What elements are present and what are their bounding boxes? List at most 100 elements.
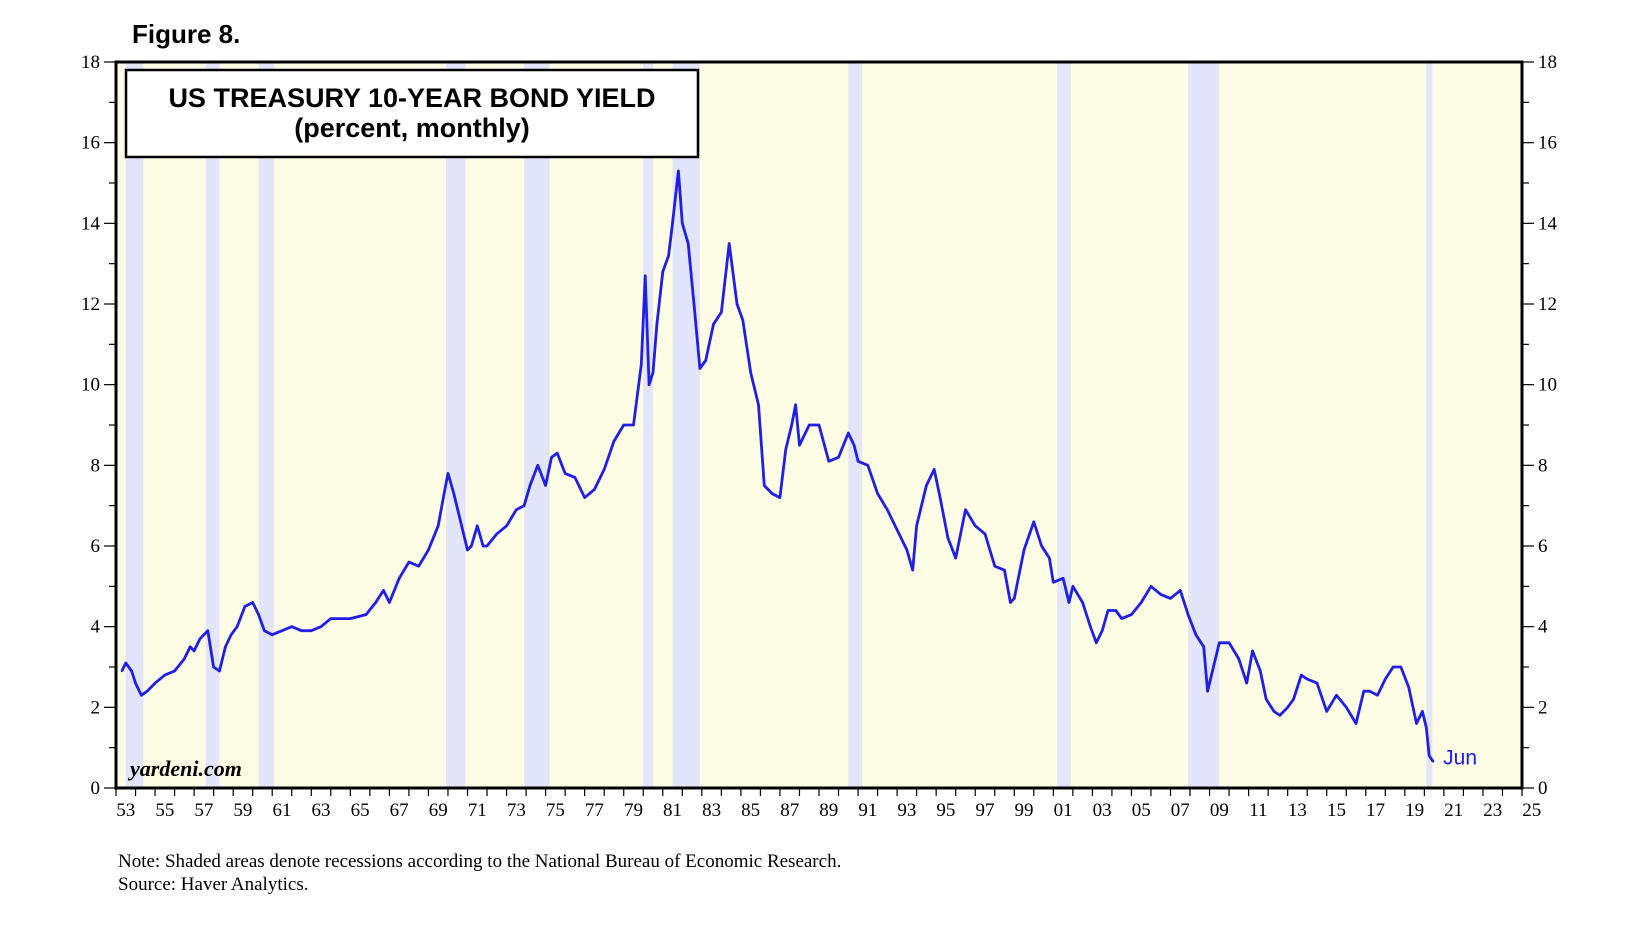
data-point [770, 492, 774, 495]
data-point [243, 605, 247, 608]
data-point [1428, 754, 1431, 757]
data-point [1100, 629, 1104, 632]
data-point [681, 222, 684, 225]
data-point [1140, 601, 1143, 604]
data-point [727, 242, 731, 245]
y-tick-label-left: 0 [91, 778, 101, 799]
watermark: yardeni.com [127, 756, 242, 781]
x-tick-label: 63 [312, 800, 331, 821]
data-point [1415, 722, 1418, 725]
data-point [749, 371, 752, 374]
data-point [257, 613, 260, 616]
data-point [198, 637, 202, 640]
x-tick-label: 05 [1132, 800, 1151, 821]
data-point [1278, 714, 1282, 717]
data-point [911, 569, 914, 572]
data-point [808, 423, 811, 427]
x-tick-label: 25 [1522, 800, 1541, 821]
data-point [1071, 585, 1075, 588]
data-point [1237, 657, 1241, 661]
title-box-frame [124, 68, 700, 159]
x-tick-label: 77 [585, 800, 604, 821]
data-point [235, 625, 239, 628]
data-point [417, 564, 420, 568]
data-point [442, 492, 446, 495]
data-point [192, 649, 196, 653]
data-point [671, 222, 674, 225]
data-point [1067, 601, 1071, 604]
recession-band [848, 62, 862, 788]
data-point [602, 468, 606, 471]
data-point [1206, 690, 1209, 693]
x-tick-label: 79 [624, 800, 643, 821]
data-point [886, 508, 889, 511]
x-axis: 53 55 57 59 61 63 65 67 69 71 73 75 77 79 81 83 85 87 89 91… [115, 788, 1541, 821]
data-point [251, 601, 254, 604]
data-point [1305, 677, 1309, 681]
data-point [1114, 609, 1118, 612]
data-point [632, 423, 635, 427]
data-point [290, 625, 293, 628]
data-point [1421, 710, 1424, 713]
data-point [852, 443, 856, 447]
data-point [1292, 698, 1295, 701]
data-point [712, 322, 715, 326]
data-point [612, 439, 616, 443]
data-point [876, 492, 879, 495]
data-point [1130, 613, 1133, 616]
figure-label: Figure 8. [132, 19, 240, 49]
data-point [573, 476, 577, 479]
x-tick-label: 83 [702, 800, 721, 821]
data-point [1179, 589, 1182, 592]
x-tick-label: 09 [1210, 800, 1229, 821]
data-point [790, 423, 793, 427]
data-point [1345, 706, 1348, 709]
data-point [778, 496, 782, 499]
data-point [563, 472, 567, 475]
data-point [485, 544, 489, 548]
data-point [124, 661, 127, 665]
data-point [481, 544, 485, 548]
data-point [218, 669, 221, 673]
data-point [1048, 556, 1051, 560]
data-point [134, 681, 137, 685]
x-tick-label: 71 [468, 800, 487, 821]
recession-bands [125, 62, 1433, 788]
data-point [374, 601, 377, 604]
data-point [1384, 677, 1387, 681]
data-point [1210, 673, 1213, 677]
data-point [866, 464, 870, 467]
data-point [397, 577, 401, 580]
data-point [153, 681, 157, 685]
recession-band [1057, 62, 1071, 788]
data-point [466, 548, 469, 552]
data-point [640, 363, 643, 366]
data-point [407, 560, 411, 564]
recession-band [258, 62, 275, 788]
y-tick-label-left: 16 [81, 133, 100, 154]
data-point [1089, 625, 1092, 628]
recession-band [446, 62, 466, 788]
data-point [458, 516, 461, 519]
x-tick-label: 07 [1171, 800, 1190, 821]
data-point [1368, 690, 1371, 693]
y-tick-label-left: 14 [81, 213, 101, 234]
data-point [686, 242, 690, 245]
data-point [1032, 520, 1036, 523]
data-point [120, 669, 124, 673]
data-point [280, 629, 284, 632]
data-point [622, 423, 625, 427]
data-point [224, 645, 227, 649]
x-tick-label: 69 [429, 800, 448, 821]
y-tick-label-right: 12 [1538, 294, 1557, 315]
x-tick-label: 87 [780, 800, 799, 821]
y-tick-label-right: 0 [1538, 778, 1548, 799]
y-tick-label-right: 18 [1538, 52, 1557, 73]
data-point [1245, 681, 1248, 685]
x-tick-label: 55 [155, 800, 174, 821]
data-point [1325, 710, 1328, 713]
data-point [183, 657, 186, 661]
data-point [505, 524, 508, 528]
recession-band [1188, 62, 1220, 788]
recession-band [524, 62, 550, 788]
